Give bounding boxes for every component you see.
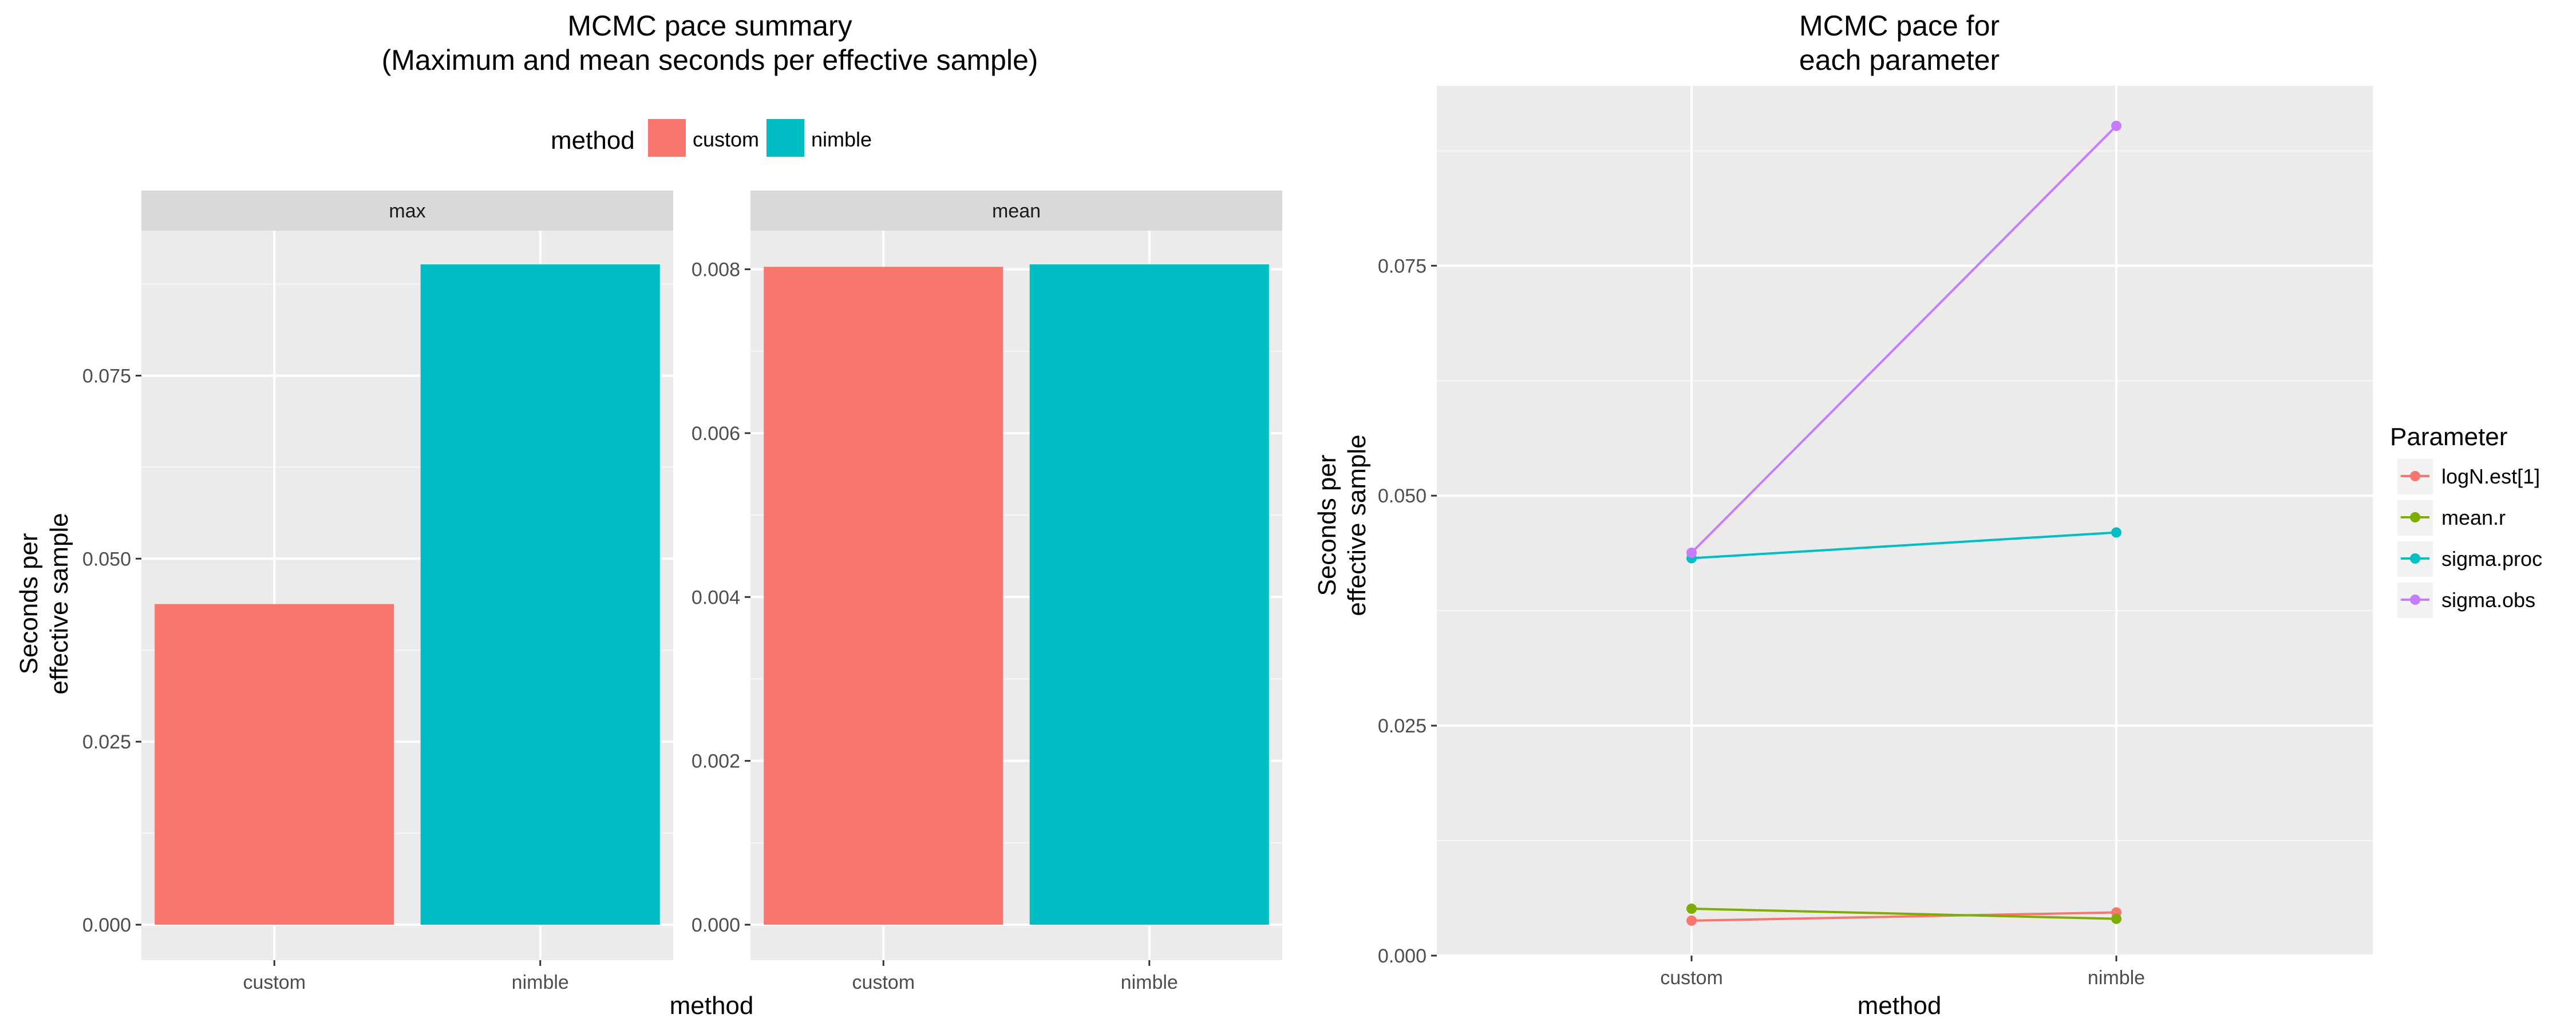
plot-max: 0.000 0.025 0.050 0.075 custom nimble bbox=[82, 231, 673, 993]
method-legend-title: method bbox=[551, 126, 635, 154]
facet-strip-mean bbox=[750, 191, 1282, 231]
left-y-axis-title-line1: Seconds per bbox=[15, 533, 43, 674]
legend-key-point bbox=[2410, 512, 2420, 522]
right-title-line2: each parameter bbox=[1799, 44, 2000, 76]
y-tick-label: 0.002 bbox=[692, 751, 740, 772]
right-x-axis-title: method bbox=[1858, 992, 1942, 1020]
y-tick-label: 0.006 bbox=[692, 423, 740, 445]
x-tick-label: custom bbox=[1660, 967, 1723, 989]
legend-label-nimble: nimble bbox=[811, 128, 872, 151]
bar-custom bbox=[764, 267, 1003, 925]
x-tick-label: custom bbox=[852, 972, 915, 993]
y-tick-label: 0.075 bbox=[1378, 255, 1427, 277]
legend-label-sigma.proc: sigma.proc bbox=[2441, 547, 2542, 571]
x-tick-label: nimble bbox=[2088, 967, 2145, 989]
left-x-axis-title: method bbox=[670, 992, 754, 1020]
legend-label-logN.est[1]: logN.est[1] bbox=[2441, 465, 2540, 488]
plot-mean: 0.000 0.002 0.004 0.006 0.008 custom nimble bbox=[692, 231, 1282, 993]
series-line-mean.r bbox=[1691, 908, 2117, 920]
y-tick-label: 0.075 bbox=[82, 365, 131, 387]
facet-label-mean: mean bbox=[992, 200, 1041, 222]
facet-label-max: max bbox=[389, 200, 425, 222]
legend-key-point bbox=[2410, 595, 2420, 605]
y-tick-label: 0.025 bbox=[1378, 715, 1427, 737]
right-y-axis-title-line2: effective sample bbox=[1343, 434, 1371, 616]
right-title-line1: MCMC pace for bbox=[1799, 10, 2000, 42]
data-point-logN.est[1] bbox=[1686, 915, 1697, 926]
legend-label-sigma.obs: sigma.obs bbox=[2441, 588, 2535, 612]
y-tick-label: 0.050 bbox=[1378, 485, 1427, 507]
parameter-legend: Parameter logN.est[1] mean.r sigma.proc sig… bbox=[2390, 423, 2542, 618]
legend-key-point bbox=[2410, 553, 2420, 564]
legend-key-nimble bbox=[767, 119, 804, 157]
left-title-line2: (Maximum and mean seconds per effective … bbox=[382, 44, 1038, 76]
data-point-mean.r bbox=[2111, 913, 2121, 924]
y-tick-label: 0.000 bbox=[82, 914, 131, 936]
x-tick-label: nimble bbox=[1121, 972, 1178, 993]
y-tick-label: 0.000 bbox=[692, 914, 740, 936]
y-tick-label: 0.000 bbox=[1378, 945, 1427, 967]
panel-background bbox=[1437, 86, 2373, 956]
y-tick-label: 0.004 bbox=[692, 587, 740, 608]
series-line-sigma.obs bbox=[1690, 125, 2117, 554]
left-title-line1: MCMC pace summary bbox=[567, 10, 852, 42]
facet-strip-max bbox=[141, 191, 673, 231]
method-legend: method custom nimble bbox=[551, 119, 872, 157]
legend-label-mean.r: mean.r bbox=[2441, 506, 2506, 529]
y-tick-label: 0.050 bbox=[82, 548, 131, 570]
x-tick-label: nimble bbox=[512, 972, 569, 993]
parameter-legend-title: Parameter bbox=[2390, 423, 2507, 451]
left-y-axis-title-line2: effective sample bbox=[45, 513, 73, 694]
bar-nimble bbox=[1029, 264, 1269, 925]
series-line-sigma.proc bbox=[1691, 531, 2117, 560]
bar-custom bbox=[155, 604, 394, 925]
data-point-sigma.proc bbox=[2111, 527, 2121, 538]
bar-nimble bbox=[420, 264, 660, 925]
y-tick-label: 0.025 bbox=[82, 731, 131, 753]
y-tick-label: 0.008 bbox=[692, 259, 740, 281]
plot-parameter-lines: 0.000 0.025 0.050 0.075 custom nimble bbox=[1378, 86, 2373, 989]
x-tick-label: custom bbox=[243, 972, 306, 993]
data-point-sigma.obs bbox=[1686, 547, 1697, 558]
data-point-mean.r bbox=[1686, 904, 1697, 914]
legend-label-custom: custom bbox=[693, 128, 759, 151]
data-point-sigma.obs bbox=[2111, 121, 2121, 131]
series-line-logN.est[1] bbox=[1691, 911, 2117, 922]
legend-key-point bbox=[2410, 471, 2420, 481]
legend-key-custom bbox=[648, 119, 686, 157]
right-y-axis-title-line1: Seconds per bbox=[1313, 454, 1341, 596]
